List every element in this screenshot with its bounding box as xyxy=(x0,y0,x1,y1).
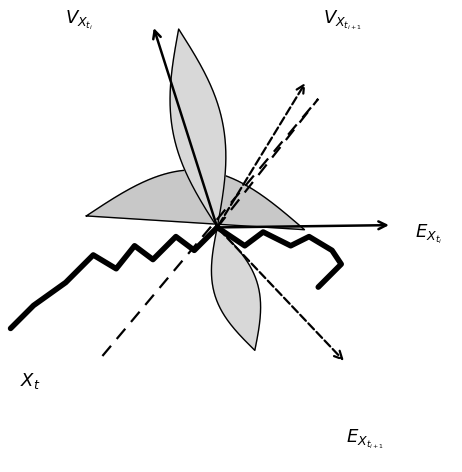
Text: $V_{X_{t_i}}$: $V_{X_{t_i}}$ xyxy=(66,8,93,32)
Text: $V_{X_{t_{i+1}}}$: $V_{X_{t_{i+1}}}$ xyxy=(323,8,362,32)
Text: $E_{X_{t_{i+1}}}$: $E_{X_{t_{i+1}}}$ xyxy=(346,427,384,451)
Polygon shape xyxy=(212,228,261,350)
Text: $E_{X_{t_i}}$: $E_{X_{t_i}}$ xyxy=(415,222,442,246)
Text: $X_t$: $X_t$ xyxy=(20,371,40,391)
Polygon shape xyxy=(86,170,304,230)
Polygon shape xyxy=(170,29,226,228)
